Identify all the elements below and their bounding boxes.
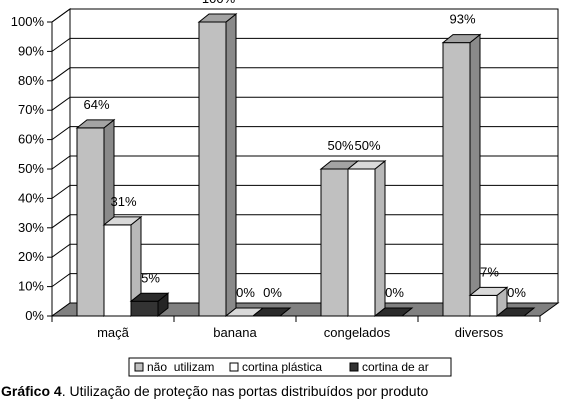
bar-1 xyxy=(346,159,387,318)
data-label: 31% xyxy=(110,194,136,209)
y-tick-label: 30% xyxy=(18,220,44,235)
bar-chart-3d: 0% 10% 20% 30% 40% 50% 60% 70% 80% 90% 100% maçã ban… xyxy=(11,0,560,377)
bar-top xyxy=(197,13,238,23)
legend-swatch xyxy=(134,362,144,372)
y-tick-label: 70% xyxy=(18,102,44,117)
data-label: 0% xyxy=(236,285,255,300)
gridline xyxy=(51,214,558,229)
y-tick-label: 40% xyxy=(18,190,44,205)
figure-caption: Gráfico 4. Utilização de proteção nas po… xyxy=(1,383,428,399)
x-tick-label: maçã xyxy=(97,325,130,340)
data-label: 93% xyxy=(449,12,475,27)
data-label: 0% xyxy=(385,285,404,300)
gridline xyxy=(51,273,558,288)
gridline xyxy=(51,126,558,141)
bar-front xyxy=(320,168,349,317)
legend-box xyxy=(128,357,452,377)
bar-top xyxy=(129,292,170,302)
bar-top xyxy=(251,307,292,317)
bar-1 xyxy=(102,215,143,318)
legend-swatch xyxy=(349,362,359,372)
y-tick-label: 50% xyxy=(18,161,44,176)
bar-side xyxy=(374,159,386,318)
bar-side xyxy=(225,12,237,318)
bar-top xyxy=(75,119,116,129)
gridline xyxy=(51,37,558,52)
legend-label: cortina de ar xyxy=(362,360,429,374)
bar-front xyxy=(76,127,105,317)
bar-front xyxy=(130,300,159,317)
bar-top xyxy=(373,307,414,317)
gridline xyxy=(51,155,558,170)
bar-top xyxy=(495,307,536,317)
y-tick-label: 10% xyxy=(18,279,44,294)
y-tick-label: 60% xyxy=(18,132,44,147)
data-label: 50% xyxy=(354,138,380,153)
y-tick-label: 90% xyxy=(18,43,44,58)
bar-front xyxy=(198,21,227,317)
data-label: 50% xyxy=(327,138,353,153)
bar-2 xyxy=(251,307,292,317)
bar-2 xyxy=(129,292,170,318)
x-tick-label: diversos xyxy=(455,325,504,340)
gridline xyxy=(51,243,558,258)
y-tick-label: 100% xyxy=(11,14,45,29)
bar-top xyxy=(468,286,509,296)
bar-side xyxy=(469,33,481,318)
data-label: 100% xyxy=(202,0,236,6)
data-label: 0% xyxy=(507,285,526,300)
bar-front xyxy=(103,224,132,317)
bar-1 xyxy=(468,286,509,318)
data-label: 7% xyxy=(480,264,499,279)
bar-0 xyxy=(441,33,482,318)
gridline xyxy=(51,67,558,82)
caption-label: Gráfico 4 xyxy=(1,383,62,399)
bar-top xyxy=(346,160,387,170)
bar-front xyxy=(469,294,498,317)
data-label: 64% xyxy=(83,97,109,112)
legend-label: cortina plástica xyxy=(242,360,322,374)
bar-2 xyxy=(495,307,536,317)
bar-top xyxy=(102,216,143,226)
legend-swatch xyxy=(229,362,239,372)
x-tick-label: banana xyxy=(213,325,257,340)
bar-0 xyxy=(197,12,238,318)
y-tick-label: 20% xyxy=(18,249,44,264)
bar-front xyxy=(347,168,376,317)
bar-top xyxy=(441,34,482,44)
gridline xyxy=(51,8,558,23)
legend-label: não utilizam xyxy=(147,360,214,374)
caption-text: . Utilização de proteção nas portas dist… xyxy=(61,383,429,399)
y-tick-label: 0% xyxy=(25,308,44,323)
x-tick-label: congelados xyxy=(324,325,391,340)
bar-2 xyxy=(373,307,414,317)
gridline xyxy=(51,96,558,111)
data-label: 0% xyxy=(263,285,282,300)
bar-front xyxy=(442,42,471,317)
data-label: 5% xyxy=(141,270,160,285)
y-tick-label: 80% xyxy=(18,73,44,88)
legend: não utilizam cortina plástica cortina de a… xyxy=(128,357,452,377)
gridline xyxy=(51,184,558,199)
